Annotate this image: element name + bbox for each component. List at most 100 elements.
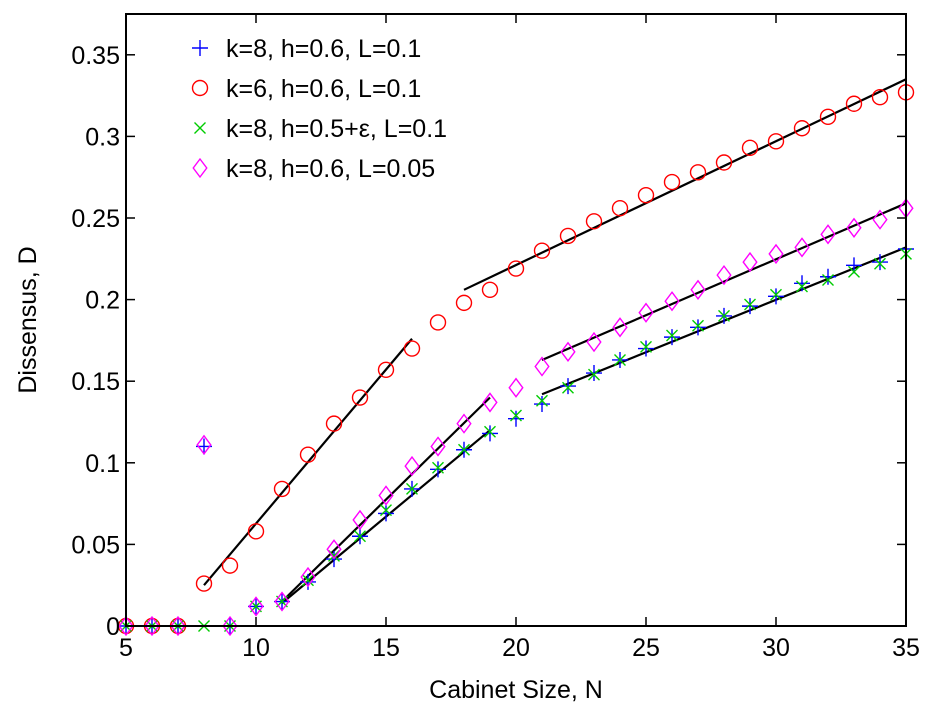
legend-marker <box>192 40 208 56</box>
data-point <box>484 425 496 438</box>
data-point <box>534 396 550 413</box>
data-point <box>377 361 395 378</box>
data-point <box>614 353 626 366</box>
y-axis-label: Dissensus, D <box>14 246 42 393</box>
data-point <box>560 341 576 362</box>
data-point <box>586 365 602 382</box>
data-point <box>508 410 524 427</box>
data-point <box>793 120 811 137</box>
data-point <box>848 265 860 278</box>
data-point <box>586 331 602 353</box>
data-point <box>429 314 447 331</box>
legend-marker <box>194 122 206 134</box>
data-point <box>690 319 706 336</box>
data-point <box>222 615 238 637</box>
data-point <box>406 482 418 495</box>
legend-label: k=8, h=0.5+ε, L=0.1 <box>226 115 447 143</box>
data-point <box>378 505 394 522</box>
data-point <box>328 549 340 562</box>
y-tick-label: 0.1 <box>85 450 120 478</box>
data-point <box>768 288 784 305</box>
data-point <box>559 227 577 245</box>
x-tick-label: 20 <box>502 634 530 662</box>
data-point <box>352 509 368 531</box>
data-point <box>822 274 834 287</box>
axis-ticks: 5 10 15 20 25 30 35 0 0.05 0.1 0.15 0.2 0.25 0.3 0.35 <box>71 14 920 662</box>
data-point <box>482 425 498 442</box>
data-point <box>715 154 733 171</box>
legend: k=8, h=0.6, L=0.1 k=6, h=0.6, L=0.1 k=8, h… <box>191 35 447 183</box>
data-point <box>326 539 342 560</box>
legend-item-1: k=8, h=0.6, L=0.1 <box>192 35 421 63</box>
data-point <box>299 446 317 463</box>
data-point <box>273 480 291 498</box>
data-point <box>380 504 392 517</box>
data-point <box>794 237 810 258</box>
data-point <box>846 217 862 238</box>
legend-item-3: k=8, h=0.5+ε, L=0.1 <box>194 115 447 143</box>
data-point <box>871 89 889 106</box>
y-tick-label: 0 <box>106 613 120 641</box>
data-point <box>456 413 472 434</box>
data-point <box>612 317 628 338</box>
data-point <box>874 257 886 270</box>
data-point <box>637 186 655 204</box>
data-point <box>458 443 470 456</box>
data-point <box>611 200 629 217</box>
data-point <box>247 523 265 540</box>
data-point <box>820 224 836 245</box>
data-point <box>510 409 522 422</box>
data-point <box>481 281 499 299</box>
fit-line-3 <box>281 396 491 603</box>
data-point <box>640 340 652 353</box>
data-point <box>820 268 836 285</box>
data-point <box>663 173 681 191</box>
legend-marker <box>192 157 208 179</box>
data-point <box>690 279 706 300</box>
y-tick-label: 0.15 <box>71 368 120 396</box>
data-point <box>170 615 186 637</box>
y-tick-label: 0.2 <box>85 287 120 315</box>
x-axis-label: Cabinet Size, N <box>429 676 603 704</box>
x-tick-label: 35 <box>892 634 920 662</box>
data-point <box>354 530 366 543</box>
data-point <box>378 485 394 506</box>
data-point <box>455 294 473 312</box>
data-point <box>325 415 343 432</box>
series-4 <box>118 198 914 637</box>
data-point <box>507 260 525 277</box>
y-tick-label: 0.3 <box>85 123 120 151</box>
data-point <box>351 389 369 406</box>
y-tick-label: 0.25 <box>71 205 120 233</box>
fit-line-5 <box>541 202 907 361</box>
data-point <box>534 356 550 377</box>
data-points <box>117 84 915 637</box>
data-point <box>430 436 446 457</box>
x-tick-label: 5 <box>119 634 133 662</box>
data-point <box>144 615 160 637</box>
data-point <box>300 573 316 590</box>
data-point <box>767 133 785 150</box>
data-point <box>588 368 600 381</box>
legend-item-4: k=8, h=0.6, L=0.05 <box>192 155 435 183</box>
data-point <box>768 243 784 265</box>
x-tick-label: 15 <box>372 634 400 662</box>
data-point <box>403 340 421 357</box>
data-point <box>196 434 212 456</box>
data-point <box>741 139 759 157</box>
legend-label: k=8, h=0.6, L=0.1 <box>226 35 421 63</box>
data-point <box>664 329 680 346</box>
data-point <box>692 319 704 332</box>
legend-item-2: k=6, h=0.6, L=0.1 <box>191 75 421 103</box>
data-point <box>819 108 837 126</box>
y-tick-label: 0.05 <box>71 531 120 559</box>
data-point <box>638 302 654 323</box>
x-tick-label: 30 <box>762 634 790 662</box>
data-point <box>248 596 264 617</box>
data-point <box>274 591 290 612</box>
data-point <box>432 461 444 474</box>
data-point <box>845 95 863 112</box>
